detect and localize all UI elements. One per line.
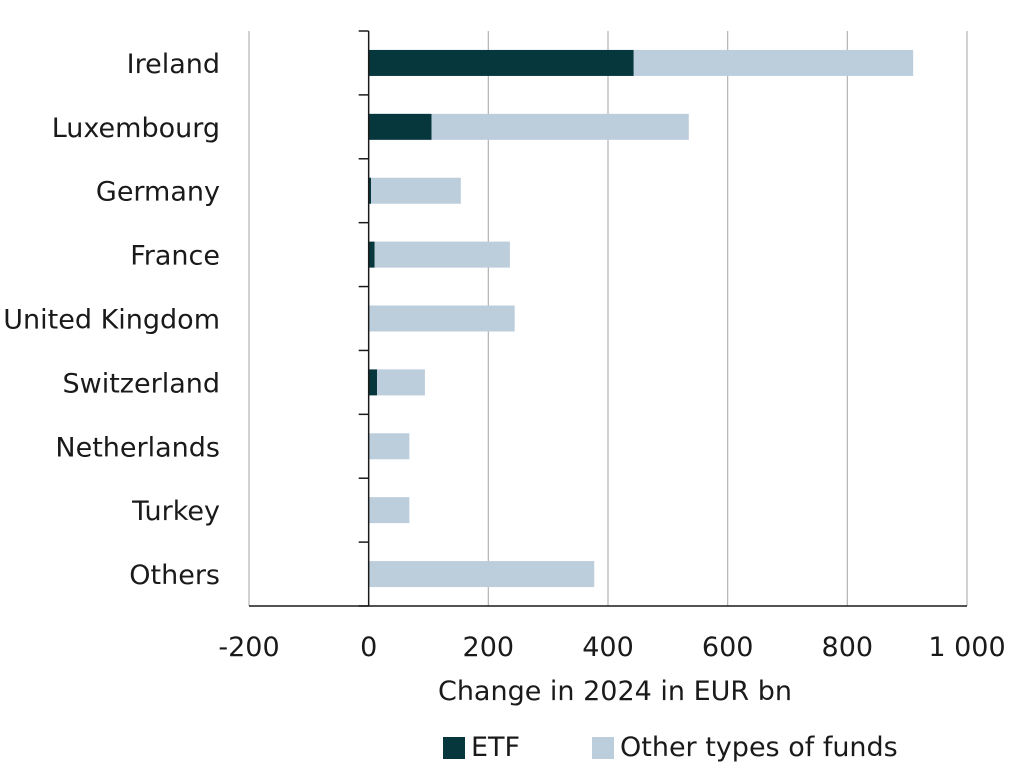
category-label: Luxembourg (52, 113, 220, 144)
bar-other-funds (633, 49, 914, 76)
legend: ETF Other types of funds (0, 728, 1024, 768)
legend-label-etf: ETF (471, 732, 521, 763)
bar-other-funds (368, 497, 410, 524)
chart: Ireland Luxembourg Germany France United Kin… (3, 30, 1006, 707)
bar-other-funds (377, 369, 425, 396)
x-tick-labels: -200 0 200 400 600 800 1 000 (218, 632, 1005, 663)
x-tick-label: 200 (463, 632, 515, 663)
bar-etf (368, 49, 634, 76)
legend-item-other-funds: Other types of funds (592, 728, 898, 768)
category-label: Ireland (127, 49, 220, 80)
bar-etf (368, 113, 432, 140)
x-tick-label: -200 (218, 632, 279, 663)
axes (249, 30, 967, 607)
x-tick-label: 0 (360, 632, 377, 663)
legend-label-other-funds: Other types of funds (620, 732, 898, 763)
legend-swatch-other-funds (592, 737, 614, 759)
x-tick-label: 1 000 (928, 632, 1005, 663)
category-label: Switzerland (63, 368, 221, 399)
x-tick-label: 600 (702, 632, 754, 663)
category-label: Turkey (131, 496, 220, 527)
bars (368, 49, 914, 588)
category-label: France (130, 241, 220, 272)
bar-etf (368, 369, 378, 396)
bar-etf (368, 177, 372, 204)
bar-other-funds (368, 433, 410, 460)
x-axis-label: Change in 2024 in EUR bn (438, 676, 792, 707)
bar-other-funds (368, 305, 515, 332)
bar-other-funds (374, 241, 510, 268)
bar-other-funds (431, 113, 689, 140)
legend-swatch-etf (443, 737, 465, 759)
category-label: Germany (96, 177, 220, 208)
category-label: United Kingdom (3, 305, 220, 336)
bar-other-funds (368, 561, 595, 588)
bar-etf (368, 241, 375, 268)
legend-item-etf: ETF (443, 728, 520, 768)
bar-other-funds (371, 177, 461, 204)
category-label: Netherlands (55, 432, 220, 463)
x-tick-label: 800 (822, 632, 874, 663)
x-tick-label: 400 (582, 632, 634, 663)
category-labels: Ireland Luxembourg Germany France United Kin… (3, 49, 220, 591)
category-label: Others (129, 560, 220, 591)
